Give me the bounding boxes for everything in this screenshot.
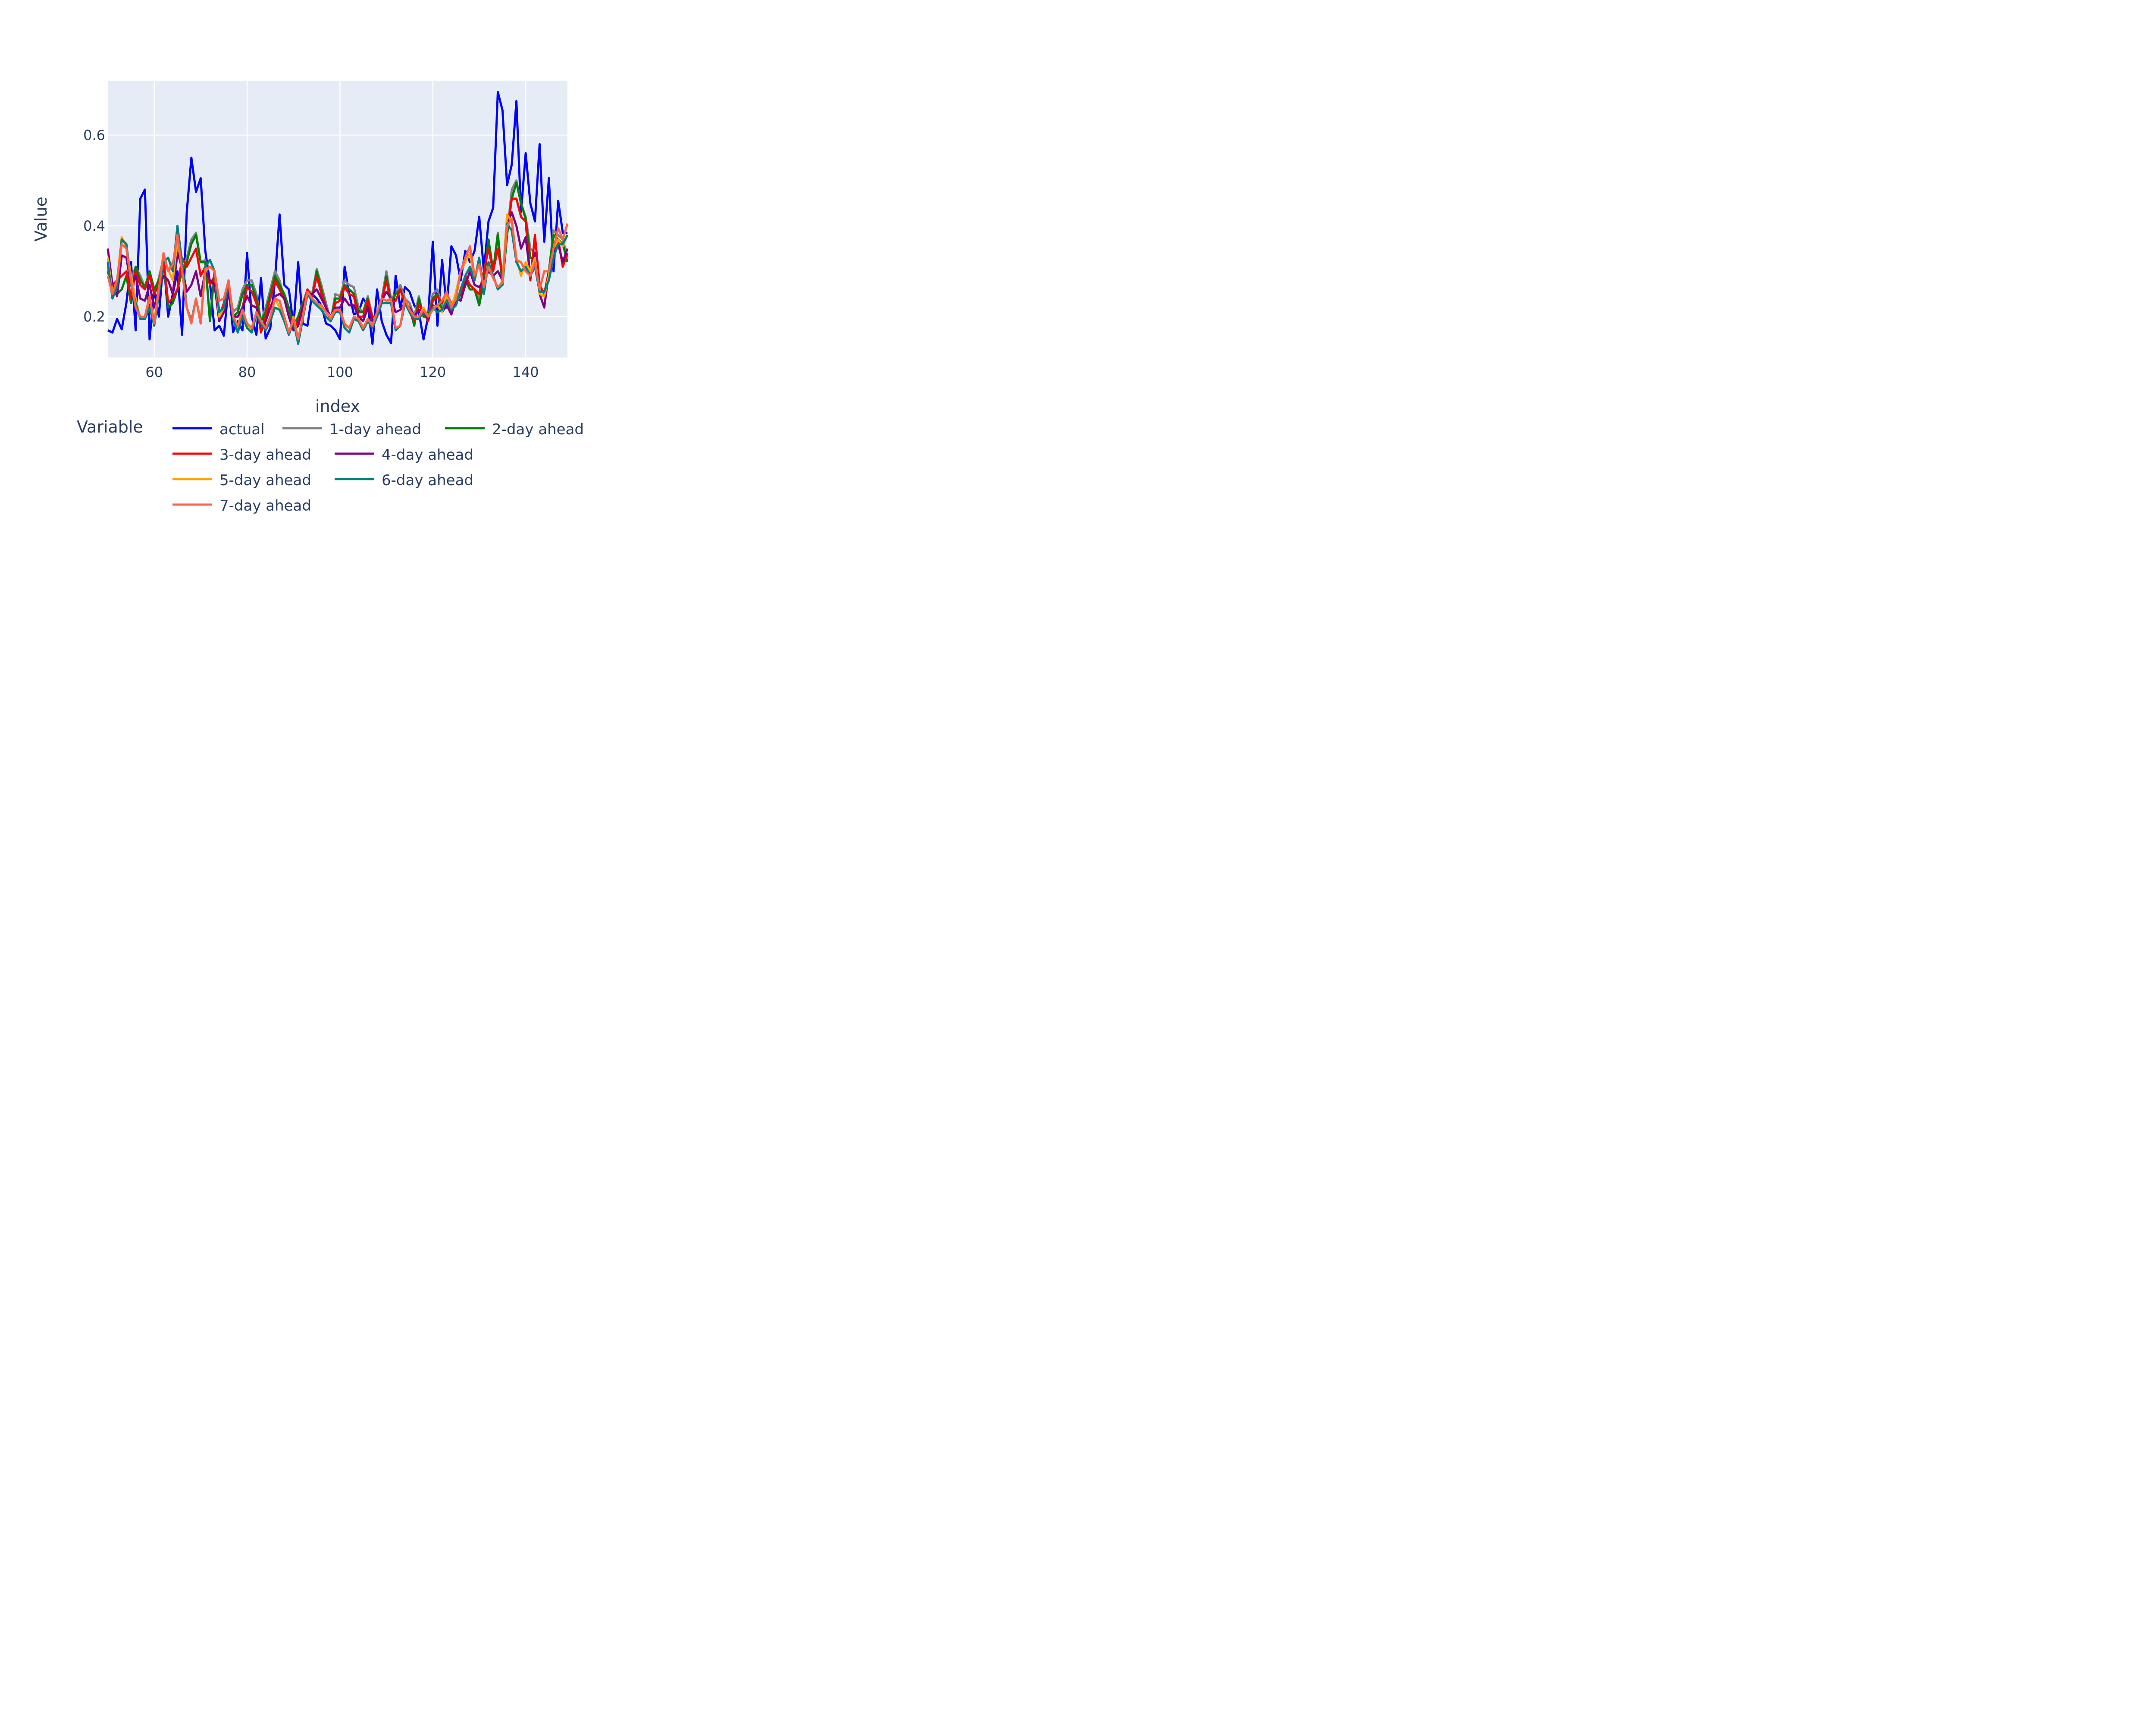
legend-label: actual xyxy=(219,421,265,438)
x-tick-label: 140 xyxy=(513,364,539,380)
legend-item[interactable]: 1-day ahead xyxy=(282,421,421,438)
x-tick-label: 60 xyxy=(145,364,163,380)
y-tick-label: 0.6 xyxy=(83,127,105,143)
legend-label: 1-day ahead xyxy=(329,421,421,438)
line-chart: 60 80 100 120 140 0.2 0.4 0.6 index Value Varia… xyxy=(31,81,584,514)
plot-area xyxy=(108,81,567,358)
series-lines xyxy=(107,91,569,345)
legend-item[interactable]: 4-day ahead xyxy=(335,446,473,464)
x-tick-label: 100 xyxy=(327,364,353,380)
legend-item[interactable]: 6-day ahead xyxy=(335,472,473,489)
legend-item[interactable]: 2-day ahead xyxy=(445,421,584,438)
legend-label: 4-day ahead xyxy=(382,446,473,464)
legend-label: 5-day ahead xyxy=(219,472,311,489)
legend-item[interactable]: 7-day ahead xyxy=(172,497,311,514)
legend-item[interactable]: actual xyxy=(172,421,265,438)
series-line-7 xyxy=(107,218,569,341)
axis-ticks: 60 80 100 120 140 0.2 0.4 0.6 xyxy=(83,127,539,380)
legend-title: Variable xyxy=(77,417,143,436)
x-tick-label: 80 xyxy=(238,364,256,380)
legend-label: 2-day ahead xyxy=(492,421,584,438)
legend-item[interactable]: 5-day ahead xyxy=(172,472,311,489)
legend-label: 7-day ahead xyxy=(219,497,311,514)
legend-label: 3-day ahead xyxy=(219,446,311,464)
legend-label: 6-day ahead xyxy=(382,472,473,489)
y-tick-label: 0.4 xyxy=(83,218,105,234)
y-tick-label: 0.2 xyxy=(83,308,105,325)
legend: actual 1-day ahead 2-day ahead 3-day ahead 4… xyxy=(172,421,584,514)
x-axis-title: index xyxy=(315,397,360,416)
legend-item[interactable]: 3-day ahead xyxy=(172,446,311,464)
series-line-3 xyxy=(107,198,569,334)
x-tick-label: 120 xyxy=(420,364,446,380)
y-axis-title: Value xyxy=(31,197,50,242)
